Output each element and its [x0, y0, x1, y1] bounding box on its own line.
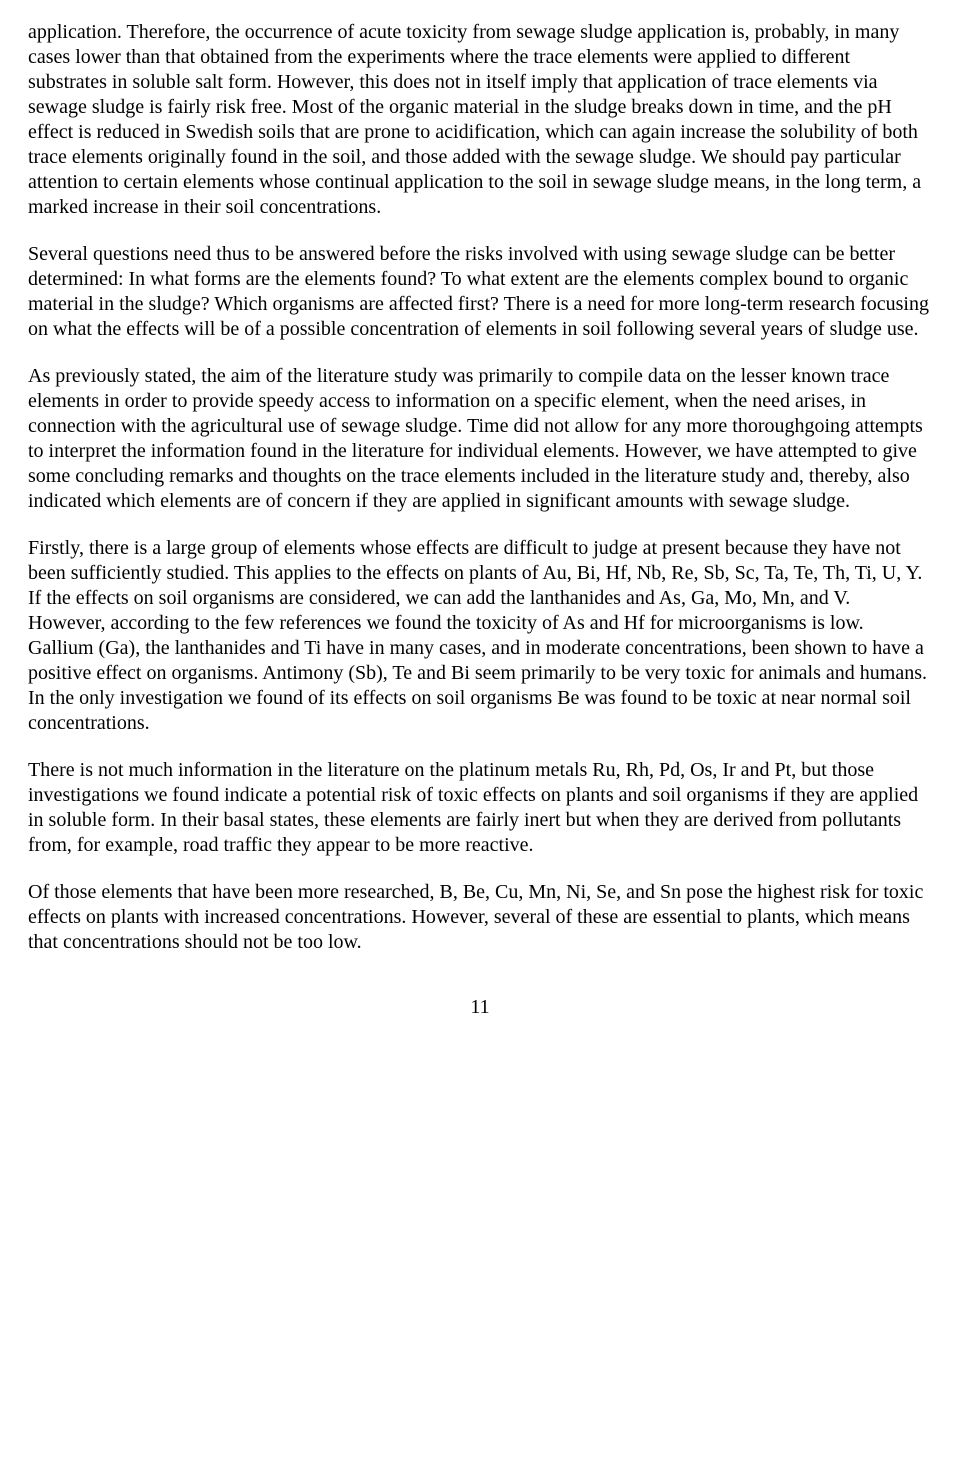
page-number: 11	[28, 995, 932, 1020]
body-paragraph: As previously stated, the aim of the lit…	[28, 364, 932, 514]
body-paragraph: application. Therefore, the occurrence o…	[28, 20, 932, 220]
body-paragraph: Of those elements that have been more re…	[28, 880, 932, 955]
body-paragraph: Several questions need thus to be answer…	[28, 242, 932, 342]
body-paragraph: There is not much information in the lit…	[28, 758, 932, 858]
body-paragraph: Firstly, there is a large group of eleme…	[28, 536, 932, 736]
